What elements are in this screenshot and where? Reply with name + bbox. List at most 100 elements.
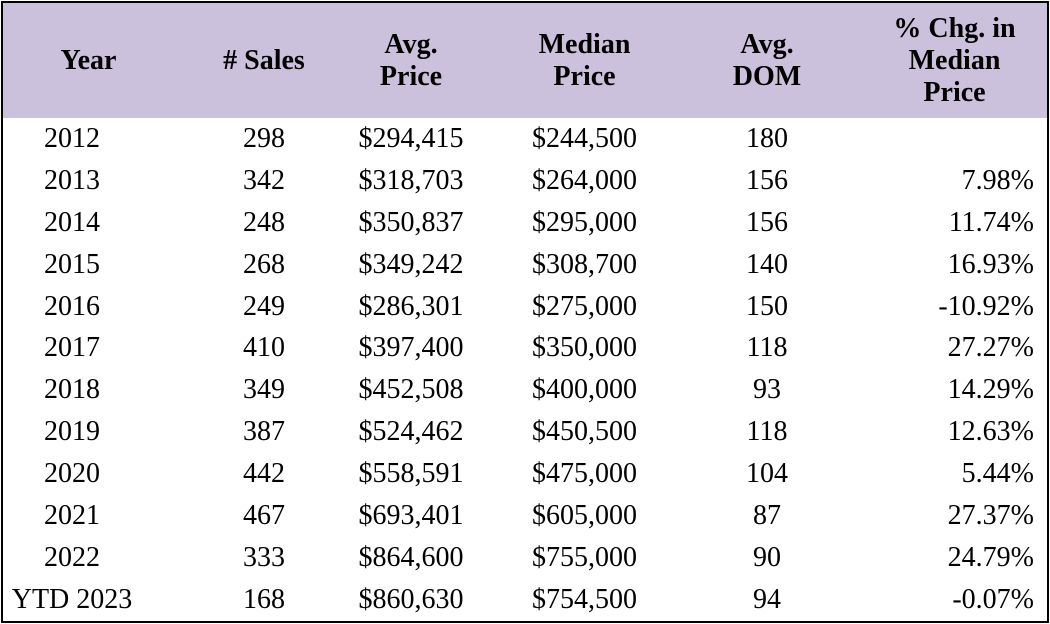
cell-avg-dom: 93 bbox=[753, 374, 781, 406]
cell-year: 2018 bbox=[3, 369, 203, 411]
header-median-price: Median Price bbox=[538, 28, 631, 92]
cell-sales: 387 bbox=[243, 416, 285, 448]
cell-pct-change: 16.93% bbox=[947, 248, 1034, 280]
cell-pct-change: 27.37% bbox=[947, 499, 1034, 531]
table-row: 2014 248 $350,837 $295,000 156 11.74% bbox=[3, 202, 1047, 244]
cell-avg-dom: 104 bbox=[746, 458, 788, 490]
cell-sales: 249 bbox=[243, 290, 285, 322]
cell-year-label: 2015 bbox=[44, 248, 100, 280]
cell-sales: 268 bbox=[243, 248, 285, 280]
cell-median-price: $308,700 bbox=[532, 248, 637, 280]
cell-year-label: 2020 bbox=[44, 458, 100, 490]
cell-pct-change: 14.29% bbox=[947, 374, 1034, 406]
cell-pct-change: 11.74% bbox=[948, 206, 1034, 238]
cell-year: 2016 bbox=[3, 286, 203, 328]
table-header: Year # Sales Avg. Price Median Price Avg. D… bbox=[3, 3, 1047, 118]
header-year: Year bbox=[60, 44, 117, 76]
cell-year: 2017 bbox=[3, 327, 203, 369]
cell-avg-price: $286,301 bbox=[358, 290, 464, 322]
cell-median-price: $605,000 bbox=[532, 499, 637, 531]
cell-sales: 333 bbox=[243, 541, 285, 573]
table-row: 2012 298 $294,415 $244,500 180 bbox=[3, 118, 1047, 160]
cell-sales: 467 bbox=[243, 499, 285, 531]
cell-sales: 248 bbox=[243, 206, 285, 238]
cell-year-label: 2016 bbox=[44, 290, 100, 322]
cell-year-label: 2014 bbox=[44, 206, 100, 238]
cell-avg-dom: 94 bbox=[753, 583, 781, 615]
cell-avg-dom: 156 bbox=[746, 164, 788, 196]
cell-year: 2014 bbox=[3, 202, 203, 244]
cell-sales: 410 bbox=[243, 332, 285, 364]
cell-pct-change: 5.44% bbox=[961, 458, 1034, 490]
cell-avg-price: $349,242 bbox=[358, 248, 464, 280]
table-body: 2012 298 $294,415 $244,500 180 2013 342 $318,70… bbox=[3, 118, 1047, 621]
cell-avg-price: $294,415 bbox=[358, 122, 464, 154]
header-sales: # Sales bbox=[223, 44, 305, 76]
cell-median-price: $400,000 bbox=[532, 374, 637, 406]
sales-table: Year # Sales Avg. Price Median Price Avg. D… bbox=[3, 3, 1047, 621]
cell-avg-dom: 180 bbox=[746, 122, 788, 154]
cell-avg-price: $350,837 bbox=[358, 206, 464, 238]
cell-year: 2021 bbox=[3, 495, 203, 537]
cell-median-price: $475,000 bbox=[532, 458, 637, 490]
table-row: 2019 387 $524,462 $450,500 118 12.63% bbox=[3, 411, 1047, 453]
cell-year: 2019 bbox=[3, 411, 203, 453]
cell-avg-dom: 140 bbox=[746, 248, 788, 280]
cell-avg-dom: 156 bbox=[746, 206, 788, 238]
cell-median-price: $755,000 bbox=[532, 541, 637, 573]
cell-year-label: 2012 bbox=[44, 122, 100, 154]
cell-median-price: $350,000 bbox=[532, 332, 637, 364]
cell-pct-change bbox=[862, 118, 1047, 160]
table-row: 2017 410 $397,400 $350,000 118 27.27% bbox=[3, 327, 1047, 369]
cell-pct-change: -0.07% bbox=[952, 583, 1034, 615]
table-row: YTD 2023 168 $860,630 $754,500 94 -0.07% bbox=[3, 579, 1047, 621]
cell-median-price: $295,000 bbox=[532, 206, 637, 238]
cell-pct-change: 24.79% bbox=[947, 541, 1034, 573]
cell-avg-price: $558,591 bbox=[358, 458, 464, 490]
cell-year-label: 2019 bbox=[44, 416, 100, 448]
header-avg-dom: Avg. DOM bbox=[732, 28, 802, 92]
cell-pct-change: 12.63% bbox=[947, 416, 1034, 448]
table-row: 2013 342 $318,703 $264,000 156 7.98% bbox=[3, 160, 1047, 202]
cell-year-label: YTD 2023 bbox=[11, 583, 133, 615]
cell-year-label: 2021 bbox=[44, 499, 100, 531]
cell-sales: 342 bbox=[243, 164, 285, 196]
cell-year: 2020 bbox=[3, 453, 203, 495]
cell-avg-price: $524,462 bbox=[358, 416, 464, 448]
cell-year-label: 2018 bbox=[44, 374, 100, 406]
cell-year: 2012 bbox=[3, 118, 203, 160]
cell-avg-dom: 90 bbox=[753, 541, 781, 573]
cell-avg-dom: 150 bbox=[746, 290, 788, 322]
cell-avg-dom: 118 bbox=[746, 416, 788, 448]
cell-avg-price: $452,508 bbox=[358, 374, 464, 406]
table-row: 2022 333 $864,600 $755,000 90 24.79% bbox=[3, 537, 1047, 579]
cell-sales: 442 bbox=[243, 458, 285, 490]
cell-year: 2015 bbox=[3, 244, 203, 286]
cell-year-label: 2022 bbox=[44, 541, 100, 573]
cell-year: 2013 bbox=[3, 160, 203, 202]
cell-median-price: $450,500 bbox=[532, 416, 637, 448]
cell-avg-price: $397,400 bbox=[358, 332, 464, 364]
cell-year-label: 2017 bbox=[44, 332, 100, 364]
header-pct-change: % Chg. in Median Price bbox=[893, 12, 1016, 108]
cell-median-price: $754,500 bbox=[532, 583, 637, 615]
cell-pct-change: 7.98% bbox=[961, 164, 1034, 196]
header-avg-price: Avg. Price bbox=[379, 28, 443, 92]
cell-avg-price: $318,703 bbox=[358, 164, 464, 196]
table-row: 2016 249 $286,301 $275,000 150 -10.92% bbox=[3, 286, 1047, 328]
cell-year: 2022 bbox=[3, 537, 203, 579]
cell-sales: 168 bbox=[243, 583, 285, 615]
cell-year: YTD 2023 bbox=[3, 579, 203, 621]
table-row: 2018 349 $452,508 $400,000 93 14.29% bbox=[3, 369, 1047, 411]
cell-avg-dom: 118 bbox=[746, 332, 788, 364]
cell-pct-change: -10.92% bbox=[938, 290, 1034, 322]
cell-year-label: 2013 bbox=[44, 164, 100, 196]
cell-median-price: $244,500 bbox=[532, 122, 637, 154]
cell-avg-dom: 87 bbox=[753, 499, 781, 531]
cell-median-price: $275,000 bbox=[532, 290, 637, 322]
cell-sales: 298 bbox=[243, 122, 285, 154]
cell-avg-price: $860,630 bbox=[358, 583, 464, 615]
cell-pct-change: 27.27% bbox=[947, 332, 1034, 364]
cell-sales: 349 bbox=[243, 374, 285, 406]
